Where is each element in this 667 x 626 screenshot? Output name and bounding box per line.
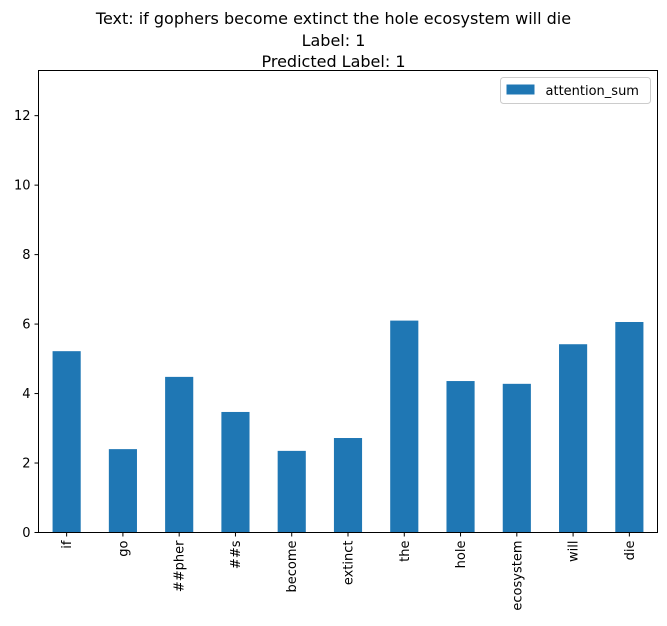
y-axis: 0 2 4 6 8 10 12 — [14, 109, 39, 541]
bar-if — [52, 351, 81, 533]
chart-title-line-3: Predicted Label: 1 — [261, 52, 406, 71]
x-tick-label: ##pher — [173, 540, 188, 592]
chart-title-line-2: Label: 1 — [301, 31, 366, 50]
x-tick-label: hole — [454, 541, 469, 569]
x-axis: if go ##pher ##s become extinct the hole ecosyst… — [60, 532, 638, 611]
legend-box — [500, 77, 651, 104]
bar-extinct — [333, 438, 363, 533]
bar-##pher — [165, 376, 194, 533]
legend-swatch — [506, 84, 535, 95]
x-tick-label: if — [60, 540, 75, 549]
x-tick-label: go — [116, 540, 131, 556]
x-tick-label: the — [398, 541, 413, 562]
bar-will — [559, 344, 588, 533]
x-tick-label: ecosystem — [510, 541, 525, 611]
chart-title-line-1: Text: if gophers become extinct the hole… — [95, 9, 572, 28]
x-tick-label: will — [567, 541, 582, 562]
y-tick-label: 12 — [14, 109, 31, 124]
bar-go — [108, 449, 137, 533]
bar-the — [390, 320, 419, 533]
y-tick-label: 2 — [22, 457, 30, 472]
x-tick-label: ##s — [229, 540, 244, 569]
bar-hole — [446, 381, 475, 533]
y-tick-label: 8 — [22, 248, 30, 263]
legend-label: attention_sum — [546, 84, 639, 99]
x-tick-label: extinct — [342, 541, 357, 586]
legend: attention_sum — [500, 77, 651, 104]
x-tick-label: die — [623, 541, 638, 561]
y-tick-label: 10 — [14, 179, 31, 194]
bar-die — [615, 321, 644, 533]
bar-##s — [221, 411, 250, 533]
y-tick-label: 4 — [22, 387, 30, 402]
bar-become — [277, 450, 306, 533]
x-tick-label: become — [285, 541, 300, 593]
y-tick-label: 6 — [22, 318, 30, 333]
bar-ecosystem — [502, 383, 531, 533]
bars-group — [52, 320, 644, 533]
y-tick-label: 0 — [22, 526, 30, 541]
plot-frame — [38, 70, 658, 533]
